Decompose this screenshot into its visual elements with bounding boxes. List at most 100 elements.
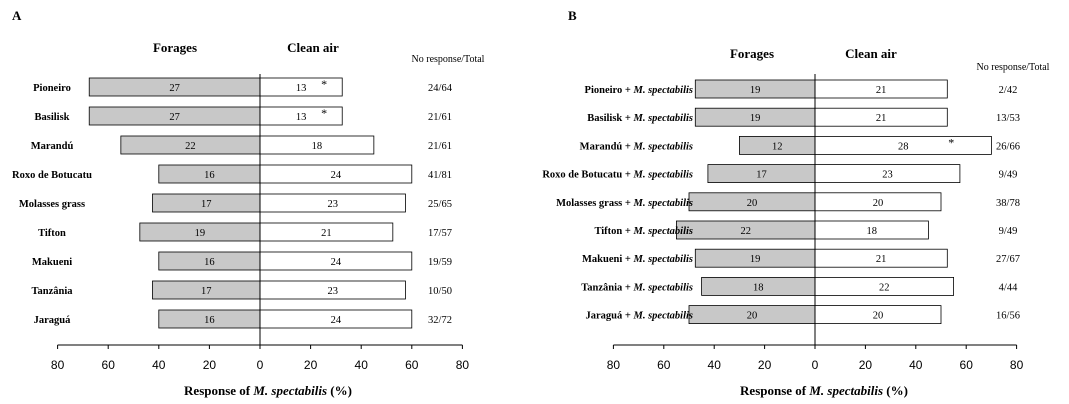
category-label: Molasses grass — [19, 199, 85, 210]
category-name: Molasses grass — [19, 199, 85, 210]
category-label: Tifton — [38, 228, 66, 239]
no-response-value: 4/44 — [999, 282, 1018, 293]
category-name: Pioneiro + — [585, 85, 634, 96]
panel-label: A — [12, 8, 22, 23]
forages-value-label: 27 — [169, 112, 180, 123]
forages-value-label: 18 — [753, 282, 764, 293]
category-name: Makueni — [32, 257, 72, 268]
category-species: M. spectabilis — [633, 226, 694, 237]
category-name: Pioneiro — [33, 83, 71, 94]
category-name: Roxo de Botucatu + — [542, 170, 633, 181]
clean-air-value-label: 20 — [873, 311, 884, 322]
x-tick-label: 20 — [758, 358, 772, 372]
category-label: Tifton + M. spectabilis — [594, 226, 693, 237]
clean-air-value-label: 24 — [331, 170, 342, 181]
no-response-value: 24/64 — [428, 83, 453, 94]
clean-air-value-label: 20 — [873, 198, 884, 209]
no-response-value: 25/65 — [428, 199, 452, 210]
clean-air-value-label: 18 — [866, 226, 877, 237]
category-species: M. spectabilis — [633, 113, 694, 124]
clean-air-value-label: 24 — [331, 257, 342, 268]
category-label: Jaraguá — [34, 315, 72, 326]
forages-value-label: 19 — [195, 228, 206, 239]
category-label: Marandú + M. spectabilis — [580, 141, 693, 152]
category-label: Pioneiro + M. spectabilis — [585, 85, 693, 96]
x-tick-label: 40 — [355, 358, 369, 372]
category-species: M. spectabilis — [633, 85, 694, 96]
x-tick-label: 40 — [708, 358, 722, 372]
x-tick-label: 60 — [405, 358, 419, 372]
forages-value-label: 20 — [747, 198, 758, 209]
forages-header: Forages — [153, 40, 197, 55]
no-response-value: 13/53 — [996, 113, 1020, 124]
forages-value-label: 17 — [201, 286, 212, 297]
no-response-value: 9/49 — [999, 170, 1018, 181]
clean-air-value-label: 23 — [327, 199, 338, 210]
clean-air-value-label: 24 — [331, 315, 342, 326]
x-tick-label: 80 — [607, 358, 621, 372]
clean-air-value-label: 28 — [898, 141, 909, 152]
forages-value-label: 20 — [747, 311, 758, 322]
category-species: M. spectabilis — [633, 170, 694, 181]
clean-air-value-label: 23 — [327, 286, 338, 297]
no-response-value: 2/42 — [999, 85, 1018, 96]
category-name: Tifton — [38, 228, 66, 239]
clean-air-value-label: 23 — [882, 170, 893, 181]
forages-value-label: 17 — [201, 199, 212, 210]
clean-air-header: Clean air — [287, 40, 339, 55]
no-response-value: 38/78 — [996, 198, 1020, 209]
x-axis-title: Response of M. spectabilis (%) — [184, 383, 352, 398]
category-label: Basilisk + M. spectabilis — [587, 113, 693, 124]
clean-air-value-label: 21 — [876, 85, 887, 96]
category-name: Jaraguá + — [586, 311, 634, 322]
category-label: Tanzânia + M. spectabilis — [581, 282, 693, 293]
x-axis-title-part: (%) — [883, 383, 908, 398]
no-response-value: 17/57 — [428, 228, 452, 239]
no-response-value: 9/49 — [999, 226, 1018, 237]
no-response-value: 26/66 — [996, 141, 1020, 152]
x-tick-label: 80 — [51, 358, 65, 372]
category-name: Basilisk + — [587, 113, 633, 124]
category-name: Jaraguá — [34, 315, 72, 326]
category-label: Roxo de Botucatu + M. spectabilis — [542, 170, 693, 181]
category-label: Tanzânia — [31, 286, 73, 297]
no-response-value: 27/67 — [996, 254, 1020, 265]
forages-value-label: 27 — [169, 83, 180, 94]
category-name: Roxo de Botucatu — [12, 170, 92, 181]
x-axis-title: Response of M. spectabilis (%) — [740, 383, 908, 398]
x-tick-label: 60 — [657, 358, 671, 372]
category-name: Tanzânia + — [581, 282, 633, 293]
x-tick-label: 80 — [456, 358, 470, 372]
forages-value-label: 12 — [772, 141, 783, 152]
no-response-header: No response/Total — [977, 62, 1050, 73]
no-response-value: 19/59 — [428, 257, 452, 268]
forages-value-label: 22 — [185, 141, 196, 152]
forages-value-label: 16 — [204, 257, 215, 268]
category-label: Jaraguá + M. spectabilis — [586, 311, 693, 322]
no-response-header: No response/Total — [412, 54, 485, 65]
x-tick-label: 40 — [909, 358, 923, 372]
no-response-value: 21/61 — [428, 141, 452, 152]
x-tick-label: 20 — [859, 358, 873, 372]
forages-value-label: 16 — [204, 315, 215, 326]
clean-air-value-label: 13 — [296, 83, 307, 94]
category-label: Molasses grass + M. spectabilis — [556, 198, 693, 209]
x-axis-title-part: Response of — [740, 383, 809, 398]
category-name: Tanzânia — [31, 286, 73, 297]
x-axis-title-part: M. spectabilis — [808, 383, 883, 398]
no-response-value: 10/50 — [428, 286, 452, 297]
x-axis-title-part: Response of — [184, 383, 253, 398]
no-response-value: 21/61 — [428, 112, 452, 123]
no-response-value: 32/72 — [428, 315, 452, 326]
category-name: Marandú — [31, 141, 74, 152]
category-label: Basilisk — [34, 112, 69, 123]
forages-value-label: 22 — [740, 226, 751, 237]
clean-air-value-label: 21 — [876, 254, 887, 265]
clean-air-header: Clean air — [845, 46, 897, 61]
category-name: Tifton + — [594, 226, 633, 237]
forages-header: Forages — [730, 46, 774, 61]
x-tick-label: 0 — [812, 358, 819, 372]
x-tick-label: 60 — [960, 358, 974, 372]
x-tick-label: 20 — [304, 358, 318, 372]
